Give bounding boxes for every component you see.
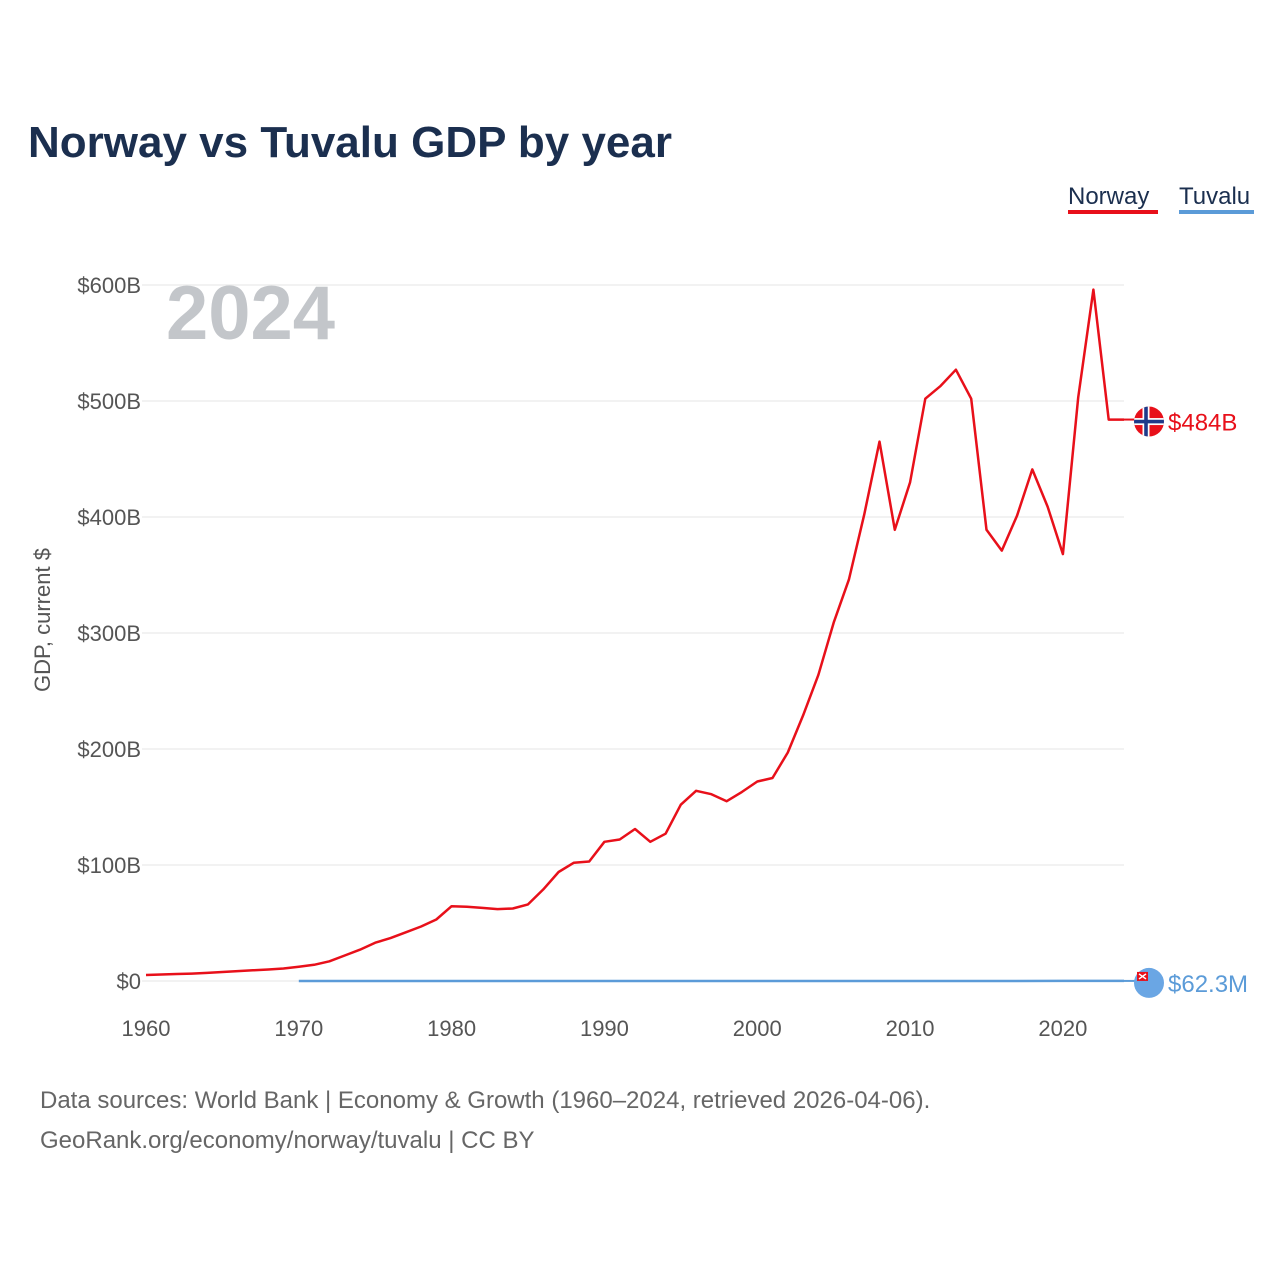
- y-tick-label: $500B: [77, 389, 141, 414]
- chart-title: Norway vs Tuvalu GDP by year: [28, 118, 672, 167]
- y-tick-label: $100B: [77, 853, 141, 878]
- y-axis-label: GDP, current $: [30, 548, 55, 692]
- x-tick-label: 1990: [580, 1016, 629, 1041]
- series-end-label-tuvalu: $62.3M: [1168, 971, 1248, 998]
- flag-blue-cross-v: [1144, 406, 1148, 437]
- series-line-norway: [145, 288, 1124, 977]
- y-tick-label: $600B: [77, 273, 141, 298]
- source-url-text[interactable]: GeoRank.org/economy/norway/tuvalu | CC B…: [40, 1127, 534, 1154]
- x-tick-label: 1980: [427, 1016, 476, 1041]
- flag-fill: [1134, 406, 1164, 437]
- x-tick-label: 2010: [886, 1016, 935, 1041]
- x-tick-label: 2000: [733, 1016, 782, 1041]
- legend-swatch-norway: [1068, 210, 1158, 214]
- series-end-markers: $484B $62.3M: [1124, 406, 1248, 998]
- grid-lines: [142, 284, 1124, 982]
- legend-label-tuvalu: Tuvalu: [1179, 183, 1250, 210]
- x-tick-label: 2020: [1038, 1016, 1087, 1041]
- current-year-watermark: 2024: [166, 271, 335, 356]
- y-tick-label: $0: [117, 969, 141, 994]
- series-end-label-norway: $484B: [1168, 410, 1237, 437]
- y-axis-ticks: $0 $100B $200B $300B $400B $500B $600B: [77, 273, 141, 994]
- data-source-text: Data sources: World Bank | Economy & Gro…: [40, 1087, 930, 1114]
- flag-canton-cross: [1138, 973, 1147, 980]
- series-lines: [145, 288, 1124, 983]
- x-tick-label: 1970: [274, 1016, 323, 1041]
- flag-blue-cross-h: [1134, 419, 1164, 424]
- legend-item-norway[interactable]: Norway: [1068, 183, 1158, 214]
- legend-label-norway: Norway: [1068, 183, 1149, 210]
- y-tick-label: $400B: [77, 505, 141, 530]
- legend-item-tuvalu[interactable]: Tuvalu: [1179, 183, 1254, 214]
- legend: Norway Tuvalu: [1068, 183, 1254, 214]
- legend-swatch-tuvalu: [1179, 210, 1254, 214]
- x-tick-label: 1960: [122, 1016, 171, 1041]
- y-tick-label: $200B: [77, 737, 141, 762]
- x-axis-ticks: 1960 1970 1980 1990 2000 2010 2020: [122, 1016, 1088, 1041]
- y-tick-label: $300B: [77, 621, 141, 646]
- norway-flag-icon: [1134, 406, 1164, 437]
- tuvalu-flag-icon: [1134, 967, 1164, 998]
